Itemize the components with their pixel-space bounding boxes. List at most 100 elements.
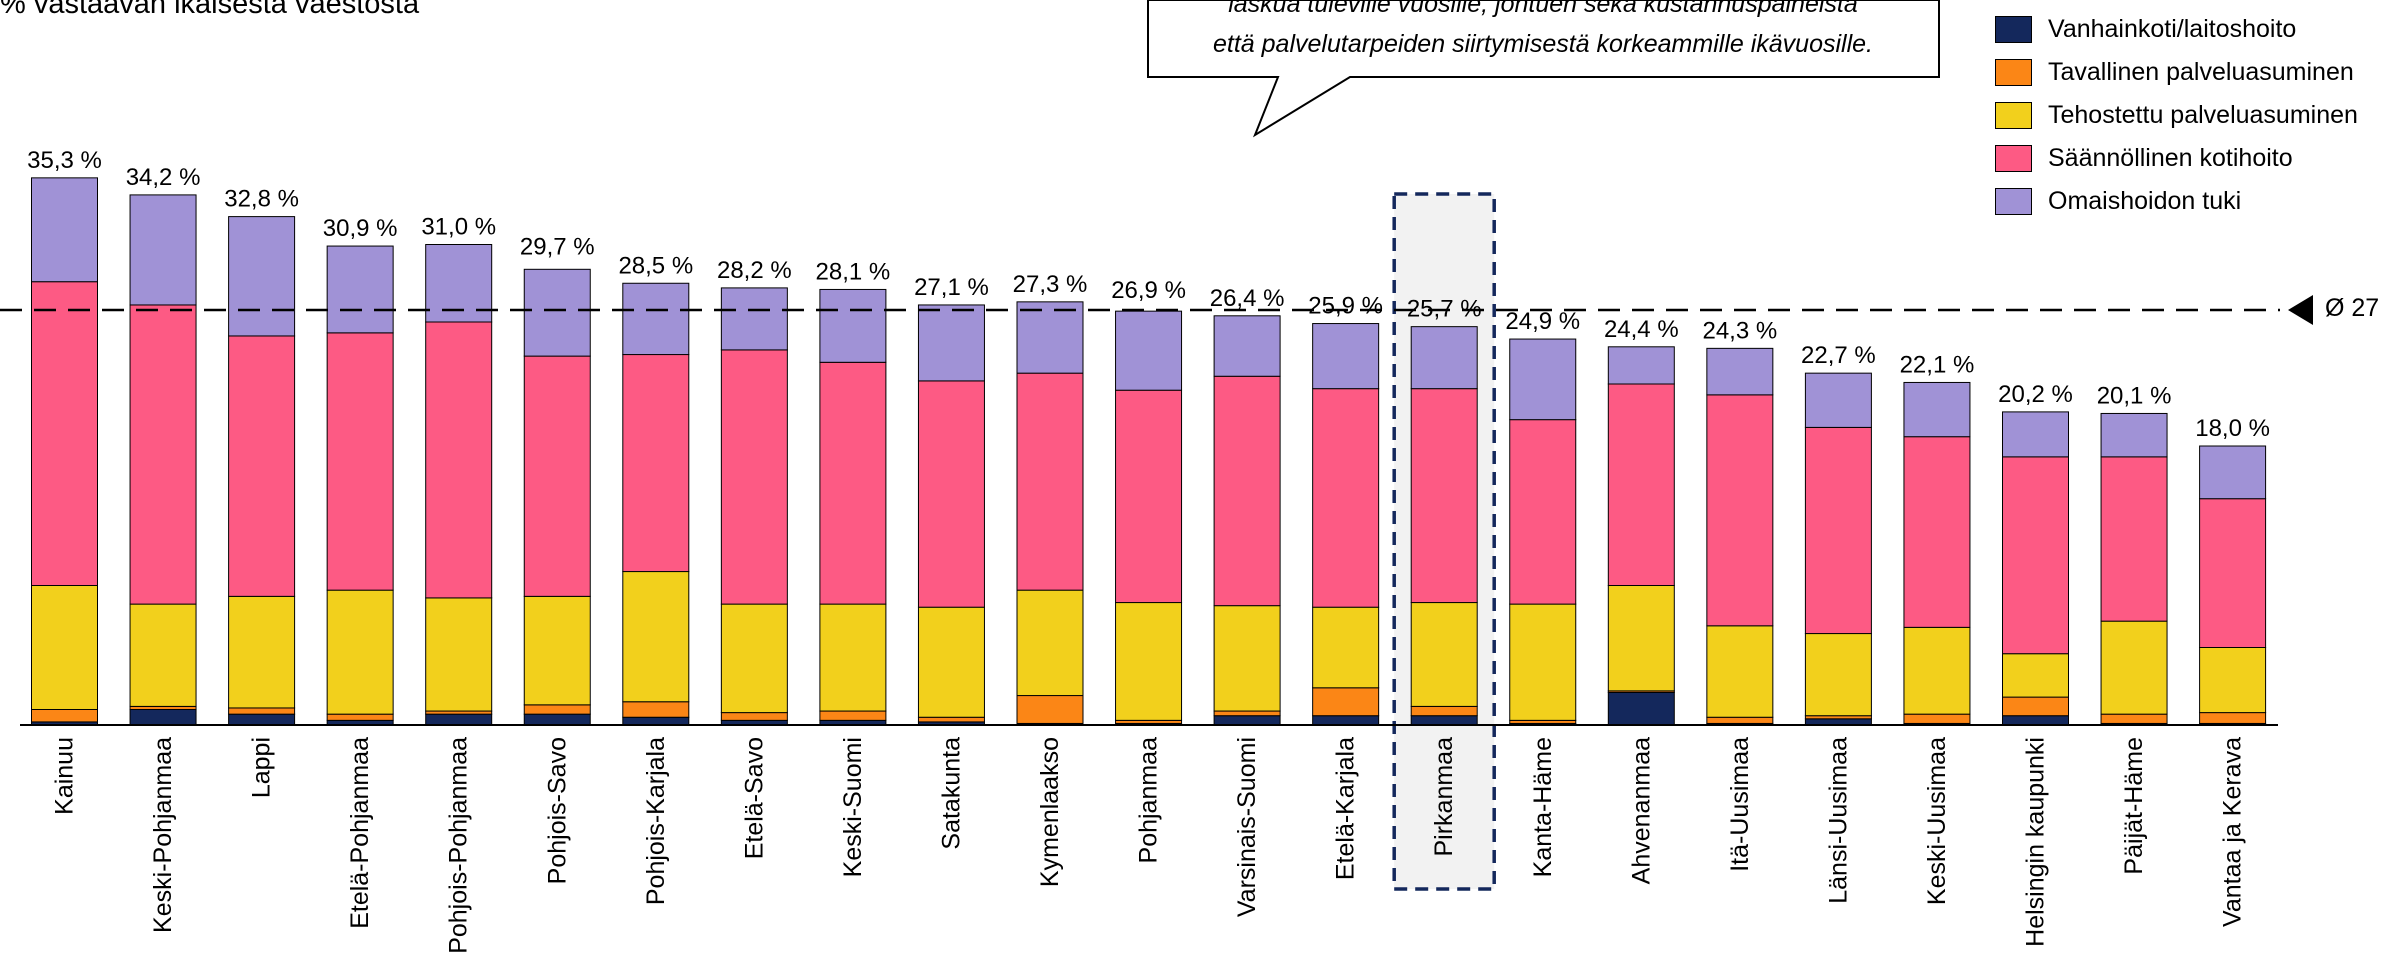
category-label-kanta-h-me: Kanta-Häme bbox=[1529, 737, 1557, 877]
bar-segment-varsinais-suomi-s-nn-llinen-kotihoito bbox=[1213, 375, 1281, 607]
legend-label: Säännöllinen kotihoito bbox=[2048, 144, 2293, 172]
legend-label: Vanhainkoti/laitoshoito bbox=[2048, 15, 2297, 43]
bar-segment-vantaa-ja-kerava-s-nn-llinen-kotihoito bbox=[2199, 498, 2267, 649]
total-label-pohjois-karjala: 28,5 % bbox=[618, 252, 693, 279]
bar-segment-pirkanmaa-vanhainkoti-laitoshoito bbox=[1410, 715, 1478, 726]
category-label-pohjois-karjala: Pohjois-Karjala bbox=[642, 737, 670, 905]
total-label-it-uusimaa: 24,3 % bbox=[1702, 317, 1777, 344]
total-label-pohjois-pohjanmaa: 31,0 % bbox=[421, 214, 496, 241]
bar-segment-kainuu-s-nn-llinen-kotihoito bbox=[31, 281, 98, 586]
bar-segment-varsinais-suomi-vanhainkoti-laitoshoito bbox=[1213, 715, 1281, 726]
bar-segment-kainuu-omaishoidon-tuki bbox=[31, 177, 98, 283]
bar-segment-satakunta-omaishoidon-tuki bbox=[917, 304, 985, 382]
bar-segment-etel-pohjanmaa-omaishoidon-tuki bbox=[326, 245, 394, 334]
bar-segment-pohjois-savo-omaishoidon-tuki bbox=[523, 268, 591, 357]
bar-segment-ahvenanmaa-s-nn-llinen-kotihoito bbox=[1607, 383, 1675, 586]
category-label-satakunta: Satakunta bbox=[937, 737, 965, 850]
bar-segment-l-nsi-uusimaa-tehostettu-palveluasuminen bbox=[1804, 633, 1872, 717]
total-label-kymenlaakso: 27,3 % bbox=[1013, 271, 1088, 298]
bar-segment-vantaa-ja-kerava-tehostettu-palveluasuminen bbox=[2199, 647, 2267, 714]
bar-segment-pirkanmaa-tavallinen-palveluasuminen bbox=[1410, 705, 1478, 717]
legend-swatch bbox=[1995, 102, 2032, 129]
bar-segment-kymenlaakso-tavallinen-palveluasuminen bbox=[1016, 695, 1084, 724]
total-label-ahvenanmaa: 24,4 % bbox=[1604, 316, 1679, 343]
bar-segment-keski-pohjanmaa-tehostettu-palveluasuminen bbox=[129, 603, 197, 707]
bar-segment-kainuu-tehostettu-palveluasuminen bbox=[31, 585, 98, 710]
total-label-etel-savo: 28,2 % bbox=[717, 257, 792, 284]
bar-segment-keski-uusimaa-tehostettu-palveluasuminen bbox=[1903, 626, 1971, 715]
bar-segment-etel-karjala-omaishoidon-tuki bbox=[1312, 323, 1380, 390]
bar-segment-l-nsi-uusimaa-s-nn-llinen-kotihoito bbox=[1804, 426, 1872, 635]
bar-segment-etel-karjala-tehostettu-palveluasuminen bbox=[1312, 606, 1380, 689]
total-label-pohjanmaa: 26,9 % bbox=[1111, 277, 1186, 304]
bar-segment-p-ij-t-h-me-omaishoidon-tuki bbox=[2100, 412, 2168, 458]
bar-segment-etel-karjala-tavallinen-palveluasuminen bbox=[1312, 687, 1380, 717]
bar-segment-helsingin-kaupunki-tavallinen-palveluasuminen bbox=[2002, 696, 2069, 717]
bar-segment-vantaa-ja-kerava-tavallinen-palveluasuminen bbox=[2199, 712, 2267, 724]
bar-segment-kainuu-tavallinen-palveluasuminen bbox=[31, 709, 98, 723]
average-label: Ø 27 bbox=[2325, 294, 2380, 322]
bar-segment-vantaa-ja-kerava-omaishoidon-tuki bbox=[2199, 445, 2267, 500]
category-label-ahvenanmaa: Ahvenanmaa bbox=[1627, 737, 1655, 884]
bar-segment-it-uusimaa-tavallinen-palveluasuminen bbox=[1706, 716, 1774, 724]
total-label-pohjois-savo: 29,7 % bbox=[520, 234, 595, 261]
bar-segment-pohjois-karjala-s-nn-llinen-kotihoito bbox=[622, 354, 690, 573]
total-label-etel-karjala: 25,9 % bbox=[1308, 293, 1383, 320]
category-label-pohjanmaa: Pohjanmaa bbox=[1135, 737, 1163, 864]
bar-segment-p-ij-t-h-me-tavallinen-palveluasuminen bbox=[2100, 713, 2168, 724]
bar-segment-pohjois-karjala-omaishoidon-tuki bbox=[622, 282, 690, 356]
bar-segment-p-ij-t-h-me-s-nn-llinen-kotihoito bbox=[2100, 456, 2168, 622]
bar-segment-varsinais-suomi-tavallinen-palveluasuminen bbox=[1213, 710, 1281, 717]
bar-segment-ahvenanmaa-vanhainkoti-laitoshoito bbox=[1607, 691, 1675, 726]
legend-item-vanhainkoti-laitoshoito: Vanhainkoti/laitoshoito bbox=[1995, 8, 2358, 51]
bar-segment-ahvenanmaa-tehostettu-palveluasuminen bbox=[1607, 585, 1675, 692]
bar-segment-pirkanmaa-tehostettu-palveluasuminen bbox=[1410, 602, 1478, 707]
total-label-p-ij-t-h-me: 20,1 % bbox=[2097, 382, 2172, 409]
bar-segment-pohjois-karjala-tehostettu-palveluasuminen bbox=[622, 571, 690, 703]
bar-segment-keski-pohjanmaa-vanhainkoti-laitoshoito bbox=[129, 709, 197, 726]
bar-segment-satakunta-tavallinen-palveluasuminen bbox=[917, 716, 985, 723]
bar-segment-keski-uusimaa-tavallinen-palveluasuminen bbox=[1903, 713, 1971, 724]
bar-segment-kymenlaakso-s-nn-llinen-kotihoito bbox=[1016, 372, 1084, 591]
legend-item-tavallinen-palveluasuminen: Tavallinen palveluasuminen bbox=[1995, 51, 2358, 94]
bar-segment-varsinais-suomi-omaishoidon-tuki bbox=[1213, 315, 1281, 377]
bar-segment-pohjanmaa-tehostettu-palveluasuminen bbox=[1115, 602, 1183, 721]
bar-segment-pohjanmaa-s-nn-llinen-kotihoito bbox=[1115, 389, 1183, 604]
bar-segment-lappi-s-nn-llinen-kotihoito bbox=[228, 335, 296, 597]
total-label-lappi: 32,8 % bbox=[224, 186, 299, 213]
category-label-keski-suomi: Keski-Suomi bbox=[839, 737, 867, 877]
legend-swatch bbox=[1995, 16, 2032, 43]
bar-segment-kanta-h-me-s-nn-llinen-kotihoito bbox=[1509, 419, 1577, 605]
bar-segment-lappi-tavallinen-palveluasuminen bbox=[228, 707, 296, 715]
bar-segment-varsinais-suomi-tehostettu-palveluasuminen bbox=[1213, 605, 1281, 712]
bar-segment-helsingin-kaupunki-s-nn-llinen-kotihoito bbox=[2002, 456, 2069, 655]
total-label-l-nsi-uusimaa: 22,7 % bbox=[1801, 342, 1876, 369]
bar-segment-etel-karjala-s-nn-llinen-kotihoito bbox=[1312, 388, 1380, 608]
bar-segment-etel-savo-s-nn-llinen-kotihoito bbox=[720, 349, 788, 605]
legend-item-omaishoidon-tuki: Omaishoidon tuki bbox=[1995, 180, 2358, 223]
legend-swatch bbox=[1995, 188, 2032, 215]
bar-segment-etel-savo-tavallinen-palveluasuminen bbox=[720, 712, 788, 721]
bar-segment-lappi-tehostettu-palveluasuminen bbox=[228, 595, 296, 709]
callout-line-2: että palvelutarpeiden siirtymisestä kork… bbox=[1213, 30, 1873, 58]
total-label-etel-pohjanmaa: 30,9 % bbox=[323, 215, 398, 242]
category-label-keski-uusimaa: Keski-Uusimaa bbox=[1923, 737, 1951, 905]
average-marker bbox=[2288, 295, 2313, 325]
legend-swatch bbox=[1995, 145, 2032, 172]
legend-item-s-nn-llinen-kotihoito: Säännöllinen kotihoito bbox=[1995, 137, 2358, 180]
bar-segment-kanta-h-me-tehostettu-palveluasuminen bbox=[1509, 603, 1577, 721]
bar-segment-pohjanmaa-omaishoidon-tuki bbox=[1115, 310, 1183, 391]
total-label-keski-suomi: 28,1 % bbox=[816, 258, 891, 285]
total-label-vantaa-ja-kerava: 18,0 % bbox=[2195, 415, 2270, 442]
bar-segment-etel-savo-omaishoidon-tuki bbox=[720, 287, 788, 351]
category-label-lappi: Lappi bbox=[248, 737, 276, 798]
bar-segment-kanta-h-me-omaishoidon-tuki bbox=[1509, 338, 1577, 421]
bar-segment-keski-suomi-tehostettu-palveluasuminen bbox=[819, 603, 887, 712]
total-label-keski-pohjanmaa: 34,2 % bbox=[126, 164, 201, 191]
bar-segment-keski-pohjanmaa-s-nn-llinen-kotihoito bbox=[129, 304, 197, 605]
category-label-kymenlaakso: Kymenlaakso bbox=[1036, 737, 1064, 887]
callout-bubble bbox=[1147, 0, 1940, 138]
bar-segment-keski-suomi-s-nn-llinen-kotihoito bbox=[819, 361, 887, 605]
bar-segment-ahvenanmaa-omaishoidon-tuki bbox=[1607, 346, 1675, 385]
category-label-etel-pohjanmaa: Etelä-Pohjanmaa bbox=[346, 737, 374, 929]
